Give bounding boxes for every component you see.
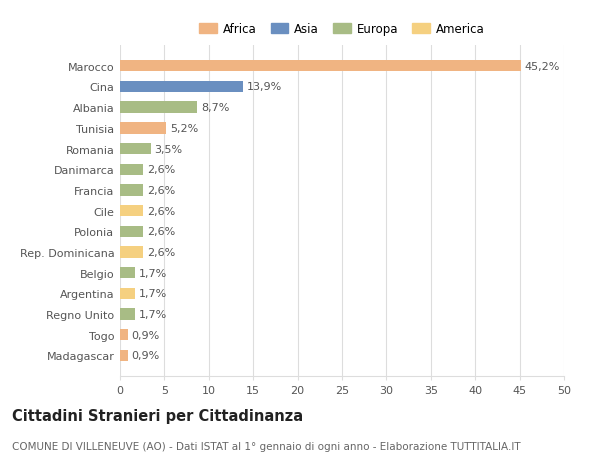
Bar [120, 144, 151, 155]
Text: 1,7%: 1,7% [139, 268, 167, 278]
Text: COMUNE DI VILLENEUVE (AO) - Dati ISTAT al 1° gennaio di ogni anno - Elaborazione: COMUNE DI VILLENEUVE (AO) - Dati ISTAT a… [12, 441, 521, 451]
Text: 2,6%: 2,6% [146, 247, 175, 257]
Text: 8,7%: 8,7% [201, 103, 229, 113]
Bar [120, 123, 166, 134]
Text: 45,2%: 45,2% [525, 62, 560, 72]
Text: 1,7%: 1,7% [139, 309, 167, 319]
Text: 0,9%: 0,9% [131, 351, 160, 361]
Text: 0,9%: 0,9% [131, 330, 160, 340]
Text: 2,6%: 2,6% [146, 227, 175, 237]
Text: Cittadini Stranieri per Cittadinanza: Cittadini Stranieri per Cittadinanza [12, 409, 303, 424]
Text: 3,5%: 3,5% [155, 144, 183, 154]
Text: 13,9%: 13,9% [247, 82, 282, 92]
Text: 1,7%: 1,7% [139, 289, 167, 299]
Bar [120, 102, 197, 113]
Bar [120, 268, 135, 279]
Bar [120, 247, 143, 258]
Text: 2,6%: 2,6% [146, 185, 175, 196]
Bar [120, 61, 521, 72]
Bar [120, 185, 143, 196]
Text: 5,2%: 5,2% [170, 123, 198, 134]
Bar [120, 288, 135, 299]
Bar [120, 206, 143, 217]
Legend: Africa, Asia, Europa, America: Africa, Asia, Europa, America [196, 20, 488, 39]
Text: 2,6%: 2,6% [146, 165, 175, 175]
Bar [120, 350, 128, 361]
Bar [120, 164, 143, 175]
Bar [120, 226, 143, 237]
Bar [120, 309, 135, 320]
Text: 2,6%: 2,6% [146, 206, 175, 216]
Bar [120, 82, 244, 93]
Bar [120, 330, 128, 341]
